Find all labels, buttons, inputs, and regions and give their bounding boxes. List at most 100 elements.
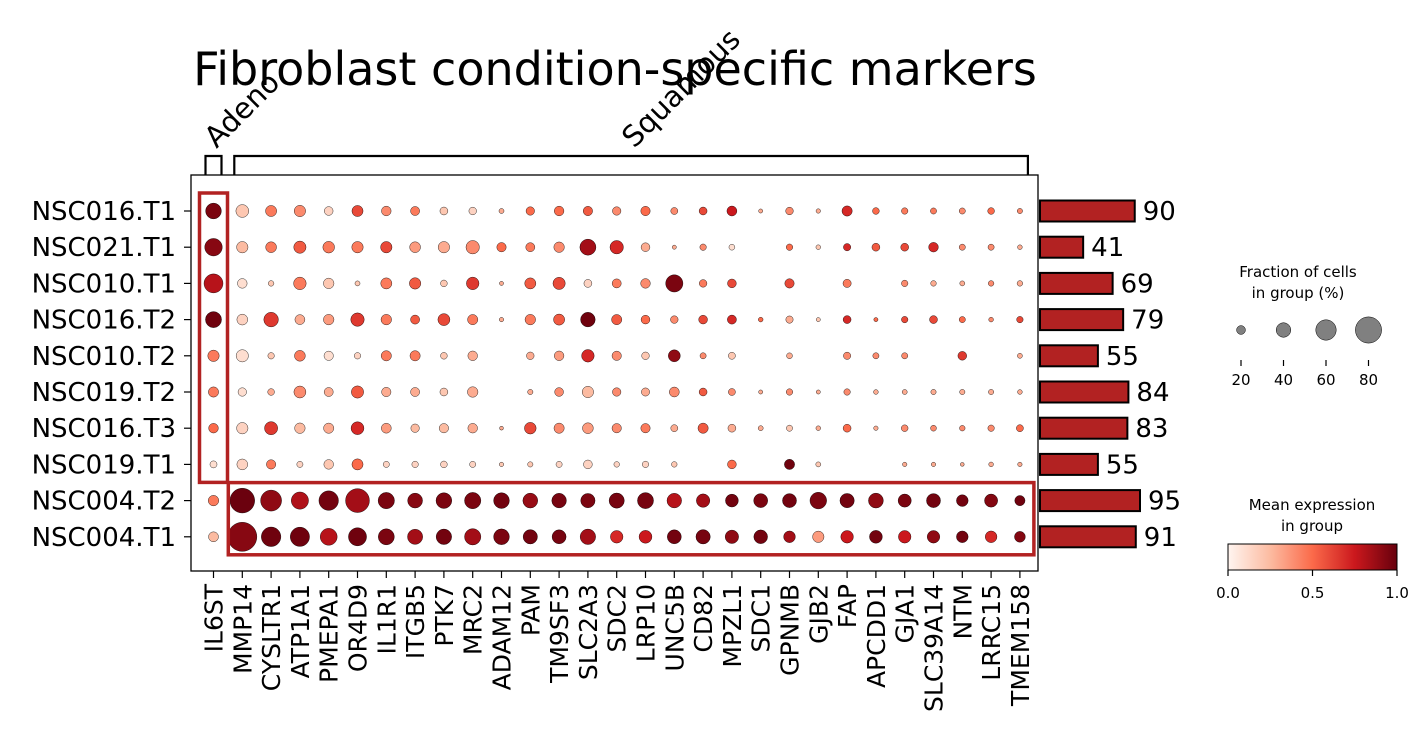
dot-NSC019.T2-TMEM158	[1017, 389, 1023, 395]
dot-NSC010.T1-NTM	[959, 280, 966, 287]
dot-NSC016.T2-ATP1A1	[294, 314, 306, 325]
dot-NSC004.T1-ADAM12	[493, 528, 510, 545]
gene-label: IL6ST	[200, 583, 229, 652]
colorbar-tick-label: 0.5	[1301, 584, 1325, 602]
dot-NSC016.T1-IL6ST	[205, 202, 222, 220]
dot-NSC019.T2-ATP1A1	[293, 385, 307, 399]
dot-NSC016.T2-OR4D9	[350, 312, 365, 327]
dot-NSC010.T1-LRP10	[640, 278, 651, 289]
colorbar-tick-label: 1.0	[1385, 584, 1409, 602]
gene-label: GJA1	[891, 584, 920, 643]
dot-NSC016.T1-SLC39A14	[930, 207, 937, 215]
dot-NSC016.T1-MPZL1	[726, 205, 738, 217]
sample-label: NSC019.T1	[32, 450, 176, 480]
dot-NSC016.T3-GJB2	[815, 425, 821, 431]
dot-NSC016.T2-PAM	[524, 314, 536, 326]
dot-NSC016.T2-APCDD1	[873, 317, 879, 322]
gene-label: MRC2	[459, 584, 488, 655]
highlight-boxes	[197, 191, 1036, 557]
dot-NSC021.T1-NTM	[959, 243, 966, 251]
dot-NSC010.T1-CYSLTR1	[268, 280, 275, 287]
gene-label: ADAM12	[488, 584, 517, 690]
dot-NSC004.T2-ADAM12	[493, 492, 510, 509]
dot-NSC004.T2-MPZL1	[725, 493, 739, 508]
size-legend-title-line1: Fraction of cells	[1239, 263, 1357, 281]
sample-label: NSC004.T1	[32, 523, 176, 553]
gene-label: GJB2	[804, 584, 833, 644]
dot-NSC010.T1-TM9SF3	[552, 277, 566, 290]
dot-NSC016.T2-FAP	[842, 315, 852, 324]
dot-NSC004.T2-GPNMB	[782, 493, 797, 508]
dot-NSC019.T2-NTM	[959, 389, 966, 395]
dot-NSC004.T2-APCDD1	[868, 492, 884, 509]
dot-NSC010.T1-UNC5B	[665, 274, 684, 293]
dot-NSC004.T1-MRC2	[464, 528, 482, 546]
count-label: 95	[1148, 487, 1181, 517]
count-label: 91	[1144, 523, 1177, 553]
dot-NSC004.T1-CD82	[695, 529, 711, 545]
gene-label: ITGB5	[401, 584, 430, 659]
size-legend-dot	[1236, 325, 1246, 335]
dot-NSC010.T1-SLC39A14	[930, 280, 937, 287]
dot-NSC019.T2-LRP10	[641, 387, 650, 397]
gene-label: APCDD1	[862, 584, 891, 688]
size-legend: Fraction of cells in group (%) 20 40 60 80	[1231, 263, 1382, 389]
dot-NSC016.T2-GPNMB	[785, 315, 794, 324]
gene-label: IL1R1	[372, 584, 401, 654]
dot-NSC010.T1-ATP1A1	[293, 276, 307, 290]
dot-NSC016.T1-IL1R1	[381, 205, 392, 217]
dot-NSC010.T2-CYSLTR1	[267, 352, 275, 360]
dot-NSC021.T1-SLC39A14	[928, 242, 939, 253]
dot-NSC016.T2-SLC39A14	[929, 315, 938, 324]
dot-NSC004.T2-GJA1	[897, 493, 912, 508]
dot-NSC019.T2-MRC2	[467, 386, 479, 398]
count-bar	[1039, 199, 1136, 223]
dot-NSC016.T1-LRP10	[640, 206, 651, 216]
dot-NSC019.T2-CD82	[698, 387, 708, 397]
dot-NSC010.T1-OR4D9	[354, 280, 361, 287]
dot-NSC019.T2-GPNMB	[786, 388, 793, 396]
dot-NSC019.T2-MMP14	[237, 387, 247, 397]
gene-label: LRRC15	[977, 584, 1006, 681]
count-bar	[1039, 344, 1099, 368]
dot-NSC010.T2-TMEM158	[1017, 353, 1023, 359]
dot-NSC004.T2-NTM	[956, 494, 969, 507]
dot-NSC004.T2-TMEM158	[1014, 495, 1026, 506]
dot-NSC016.T2-IL6ST	[205, 311, 222, 328]
dot-NSC016.T1-PAM	[525, 206, 535, 216]
dot-NSC010.T1-IL1R1	[380, 277, 393, 290]
dot-NSC016.T2-PMEPA1	[323, 314, 335, 326]
dot-NSC004.T2-MMP14	[229, 488, 255, 514]
count-label: 79	[1131, 306, 1164, 336]
cell-count-bars: 90 41 69 79 55 84 83 55 95 91	[1039, 197, 1181, 553]
dot-NSC016.T3-NTM	[959, 425, 966, 432]
dot-NSC016.T1-FAP	[841, 205, 853, 217]
dot-NSC010.T2-MRC2	[467, 350, 478, 361]
dot-NSC016.T2-SDC1	[758, 317, 764, 323]
dot-NSC019.T1-PAM	[527, 461, 534, 468]
dot-NSC016.T3-SDC2	[611, 423, 622, 434]
dot-NSC019.T1-SLC39A14	[931, 461, 936, 467]
size-legend-tick-label: 80	[1359, 371, 1378, 389]
dot-NSC019.T2-MPZL1	[728, 388, 736, 396]
count-label: 84	[1136, 378, 1169, 408]
dot-NSC019.T1-TMEM158	[1017, 461, 1023, 467]
dot-NSC021.T1-PAM	[525, 242, 536, 252]
dot-NSC010.T1-IL6ST	[203, 273, 224, 294]
count-bar	[1039, 235, 1085, 259]
count-bar	[1039, 271, 1114, 295]
dot-NSC016.T2-LRP10	[640, 315, 651, 325]
dot-NSC019.T2-APCDD1	[873, 389, 879, 395]
dot-NSC021.T1-MRC2	[465, 240, 480, 255]
dot-NSC021.T1-MPZL1	[728, 244, 736, 251]
dot-NSC016.T3-IL1R1	[381, 423, 392, 434]
dot-NSC004.T1-SDC1	[753, 529, 768, 544]
dot-NSC010.T1-MMP14	[237, 278, 248, 289]
dot-NSC021.T1-FAP	[843, 243, 851, 252]
dot-NSC016.T1-OR4D9	[351, 205, 364, 217]
gene-label: PAM	[516, 584, 545, 636]
gene-label: PMEPA1	[315, 584, 344, 683]
dot-NSC010.T2-APCDD1	[872, 352, 880, 360]
dot-NSC010.T2-PMEPA1	[323, 350, 334, 361]
